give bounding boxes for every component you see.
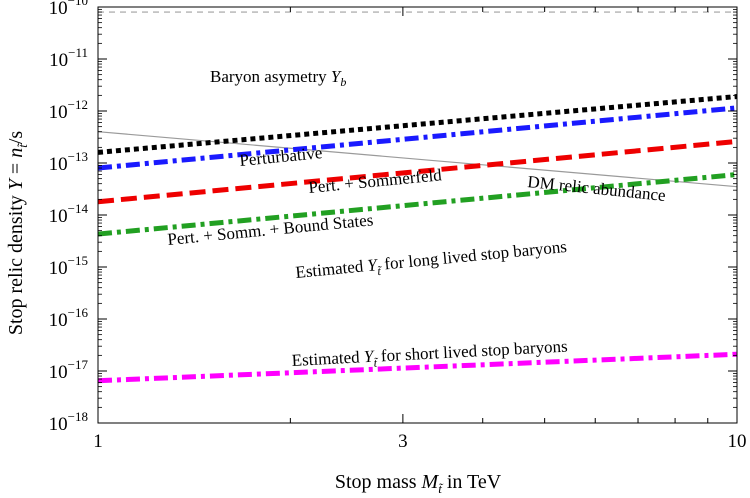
annotation-short-lived: Estimated Yt̃ for short lived stop baryo… [291,337,568,374]
x-axis-title: Stop mass Mt̃ in TeV [335,471,502,496]
y-tick-label: 10−12 [49,97,88,123]
series-lines [97,11,738,384]
x-tick-label: 10 [728,431,747,452]
y-tick-label: 10−13 [49,149,88,175]
axis-ticks [97,6,738,424]
y-tick-label: 10−16 [49,305,89,331]
series-line-long [97,172,738,237]
tick-labels: 1 3 10 10−10 10−11 10−12 10−13 10−14 10−15 10−16 1… [49,0,747,452]
annotation-long-lived: Estimated Yt̃ for long lived stop baryon… [295,237,568,286]
x-tick-label: 3 [398,431,408,452]
x-tick-label: 1 [93,431,103,452]
series-line-pert [97,94,738,155]
y-tick-label: 10−11 [49,45,88,71]
series-line-short [97,351,738,384]
y-tick-label: 10−10 [49,0,88,19]
y-tick-label: 10−18 [49,409,88,435]
y-tick-label: 10−15 [49,253,88,279]
annotation-baryon: Baryon asymetry Yb [210,67,346,89]
annotation-dm-relic: DM relic abundance [527,172,667,205]
series-line-sommerfeld [97,105,738,171]
annotation-perturbative: Perturbative [239,143,324,170]
series-line-bound [97,138,738,205]
annotation-sommerfeld: Pert. + Sommerfeld [308,165,443,197]
y-axis-title: Stop relic density Y = nt̃/s [5,131,30,336]
y-tick-label: 10−14 [49,201,89,227]
series-line-dm [97,131,738,188]
y-tick-label: 10−17 [49,357,89,383]
